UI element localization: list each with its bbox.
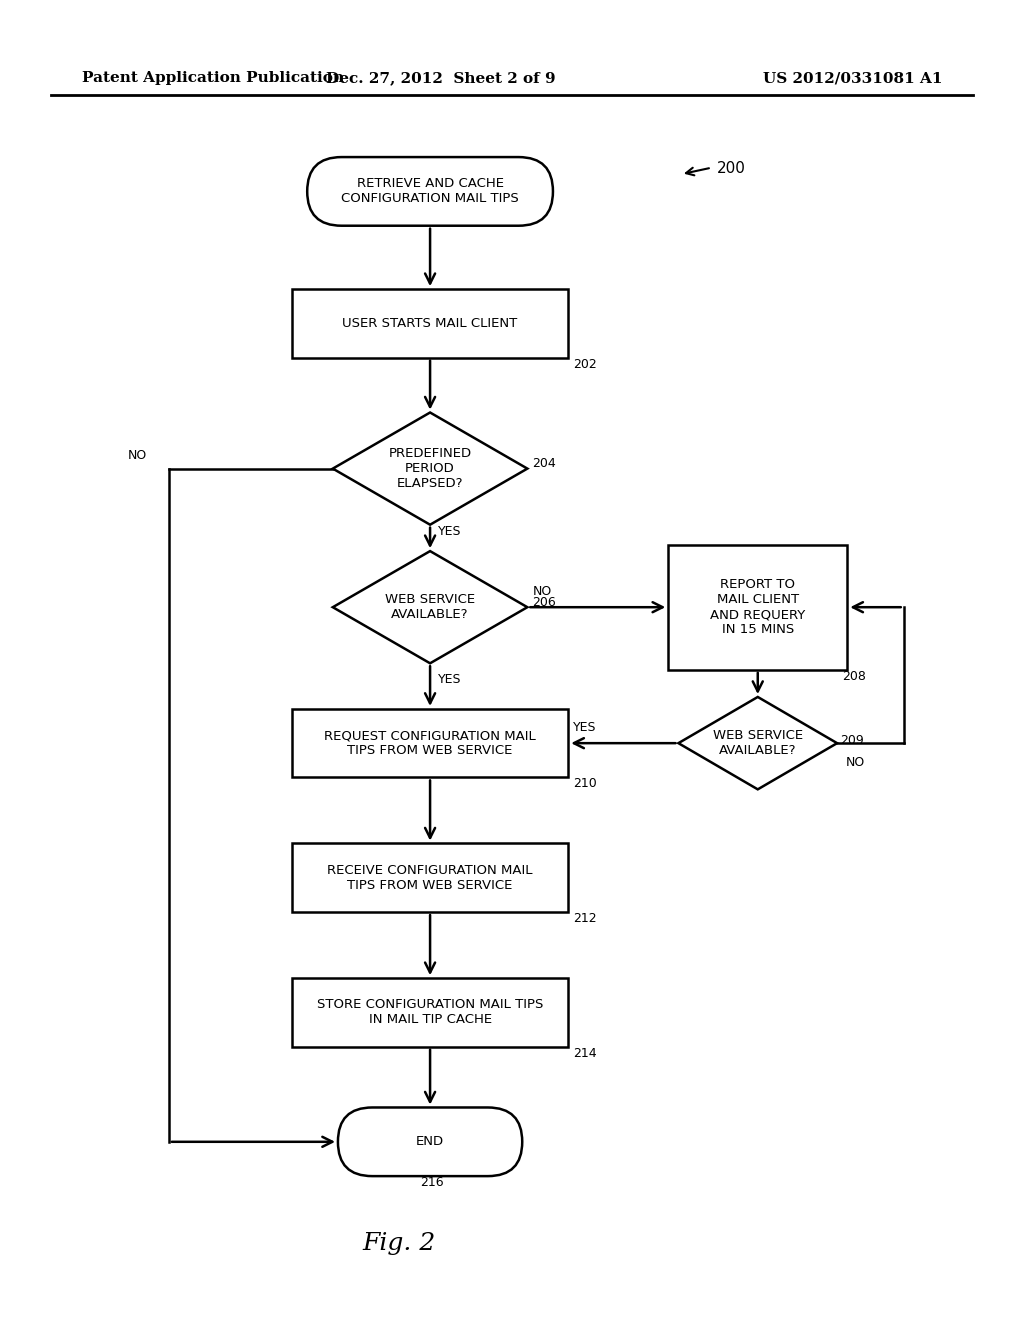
Polygon shape bbox=[333, 412, 527, 525]
Text: NO: NO bbox=[128, 449, 147, 462]
Text: USER STARTS MAIL CLIENT: USER STARTS MAIL CLIENT bbox=[342, 317, 518, 330]
Text: 208: 208 bbox=[842, 671, 866, 682]
Text: WEB SERVICE
AVAILABLE?: WEB SERVICE AVAILABLE? bbox=[385, 593, 475, 622]
Text: Dec. 27, 2012  Sheet 2 of 9: Dec. 27, 2012 Sheet 2 of 9 bbox=[326, 71, 555, 84]
Text: US 2012/0331081 A1: US 2012/0331081 A1 bbox=[763, 71, 942, 84]
Text: RECEIVE CONFIGURATION MAIL
TIPS FROM WEB SERVICE: RECEIVE CONFIGURATION MAIL TIPS FROM WEB… bbox=[328, 863, 532, 892]
Bar bbox=[292, 709, 568, 777]
Bar bbox=[292, 289, 568, 358]
Polygon shape bbox=[678, 697, 838, 789]
Text: 206: 206 bbox=[532, 597, 556, 609]
Text: 210: 210 bbox=[573, 777, 597, 791]
Text: END: END bbox=[416, 1135, 444, 1148]
Text: PREDEFINED
PERIOD
ELAPSED?: PREDEFINED PERIOD ELAPSED? bbox=[388, 447, 472, 490]
Text: STORE CONFIGURATION MAIL TIPS
IN MAIL TIP CACHE: STORE CONFIGURATION MAIL TIPS IN MAIL TI… bbox=[316, 998, 544, 1027]
Text: YES: YES bbox=[438, 673, 462, 686]
Text: 214: 214 bbox=[573, 1047, 597, 1060]
Text: REPORT TO
MAIL CLIENT
AND REQUERY
IN 15 MINS: REPORT TO MAIL CLIENT AND REQUERY IN 15 … bbox=[710, 578, 806, 636]
Text: 204: 204 bbox=[532, 458, 556, 470]
Polygon shape bbox=[333, 552, 527, 663]
Bar bbox=[292, 978, 568, 1047]
FancyBboxPatch shape bbox=[307, 157, 553, 226]
Text: YES: YES bbox=[438, 525, 462, 537]
Text: 202: 202 bbox=[573, 358, 597, 371]
Bar bbox=[292, 843, 568, 912]
Text: WEB SERVICE
AVAILABLE?: WEB SERVICE AVAILABLE? bbox=[713, 729, 803, 758]
Text: REQUEST CONFIGURATION MAIL
TIPS FROM WEB SERVICE: REQUEST CONFIGURATION MAIL TIPS FROM WEB… bbox=[325, 729, 536, 758]
Text: Fig. 2: Fig. 2 bbox=[362, 1232, 436, 1255]
Text: YES: YES bbox=[573, 721, 597, 734]
Text: NO: NO bbox=[532, 585, 552, 598]
Text: 209: 209 bbox=[840, 734, 864, 747]
Text: Patent Application Publication: Patent Application Publication bbox=[82, 71, 344, 84]
Text: 216: 216 bbox=[420, 1176, 443, 1189]
Text: RETRIEVE AND CACHE
CONFIGURATION MAIL TIPS: RETRIEVE AND CACHE CONFIGURATION MAIL TI… bbox=[341, 177, 519, 206]
Text: NO: NO bbox=[846, 756, 864, 770]
Text: 212: 212 bbox=[573, 912, 597, 925]
Bar bbox=[668, 544, 847, 671]
Text: 200: 200 bbox=[717, 161, 745, 177]
FancyBboxPatch shape bbox=[338, 1107, 522, 1176]
